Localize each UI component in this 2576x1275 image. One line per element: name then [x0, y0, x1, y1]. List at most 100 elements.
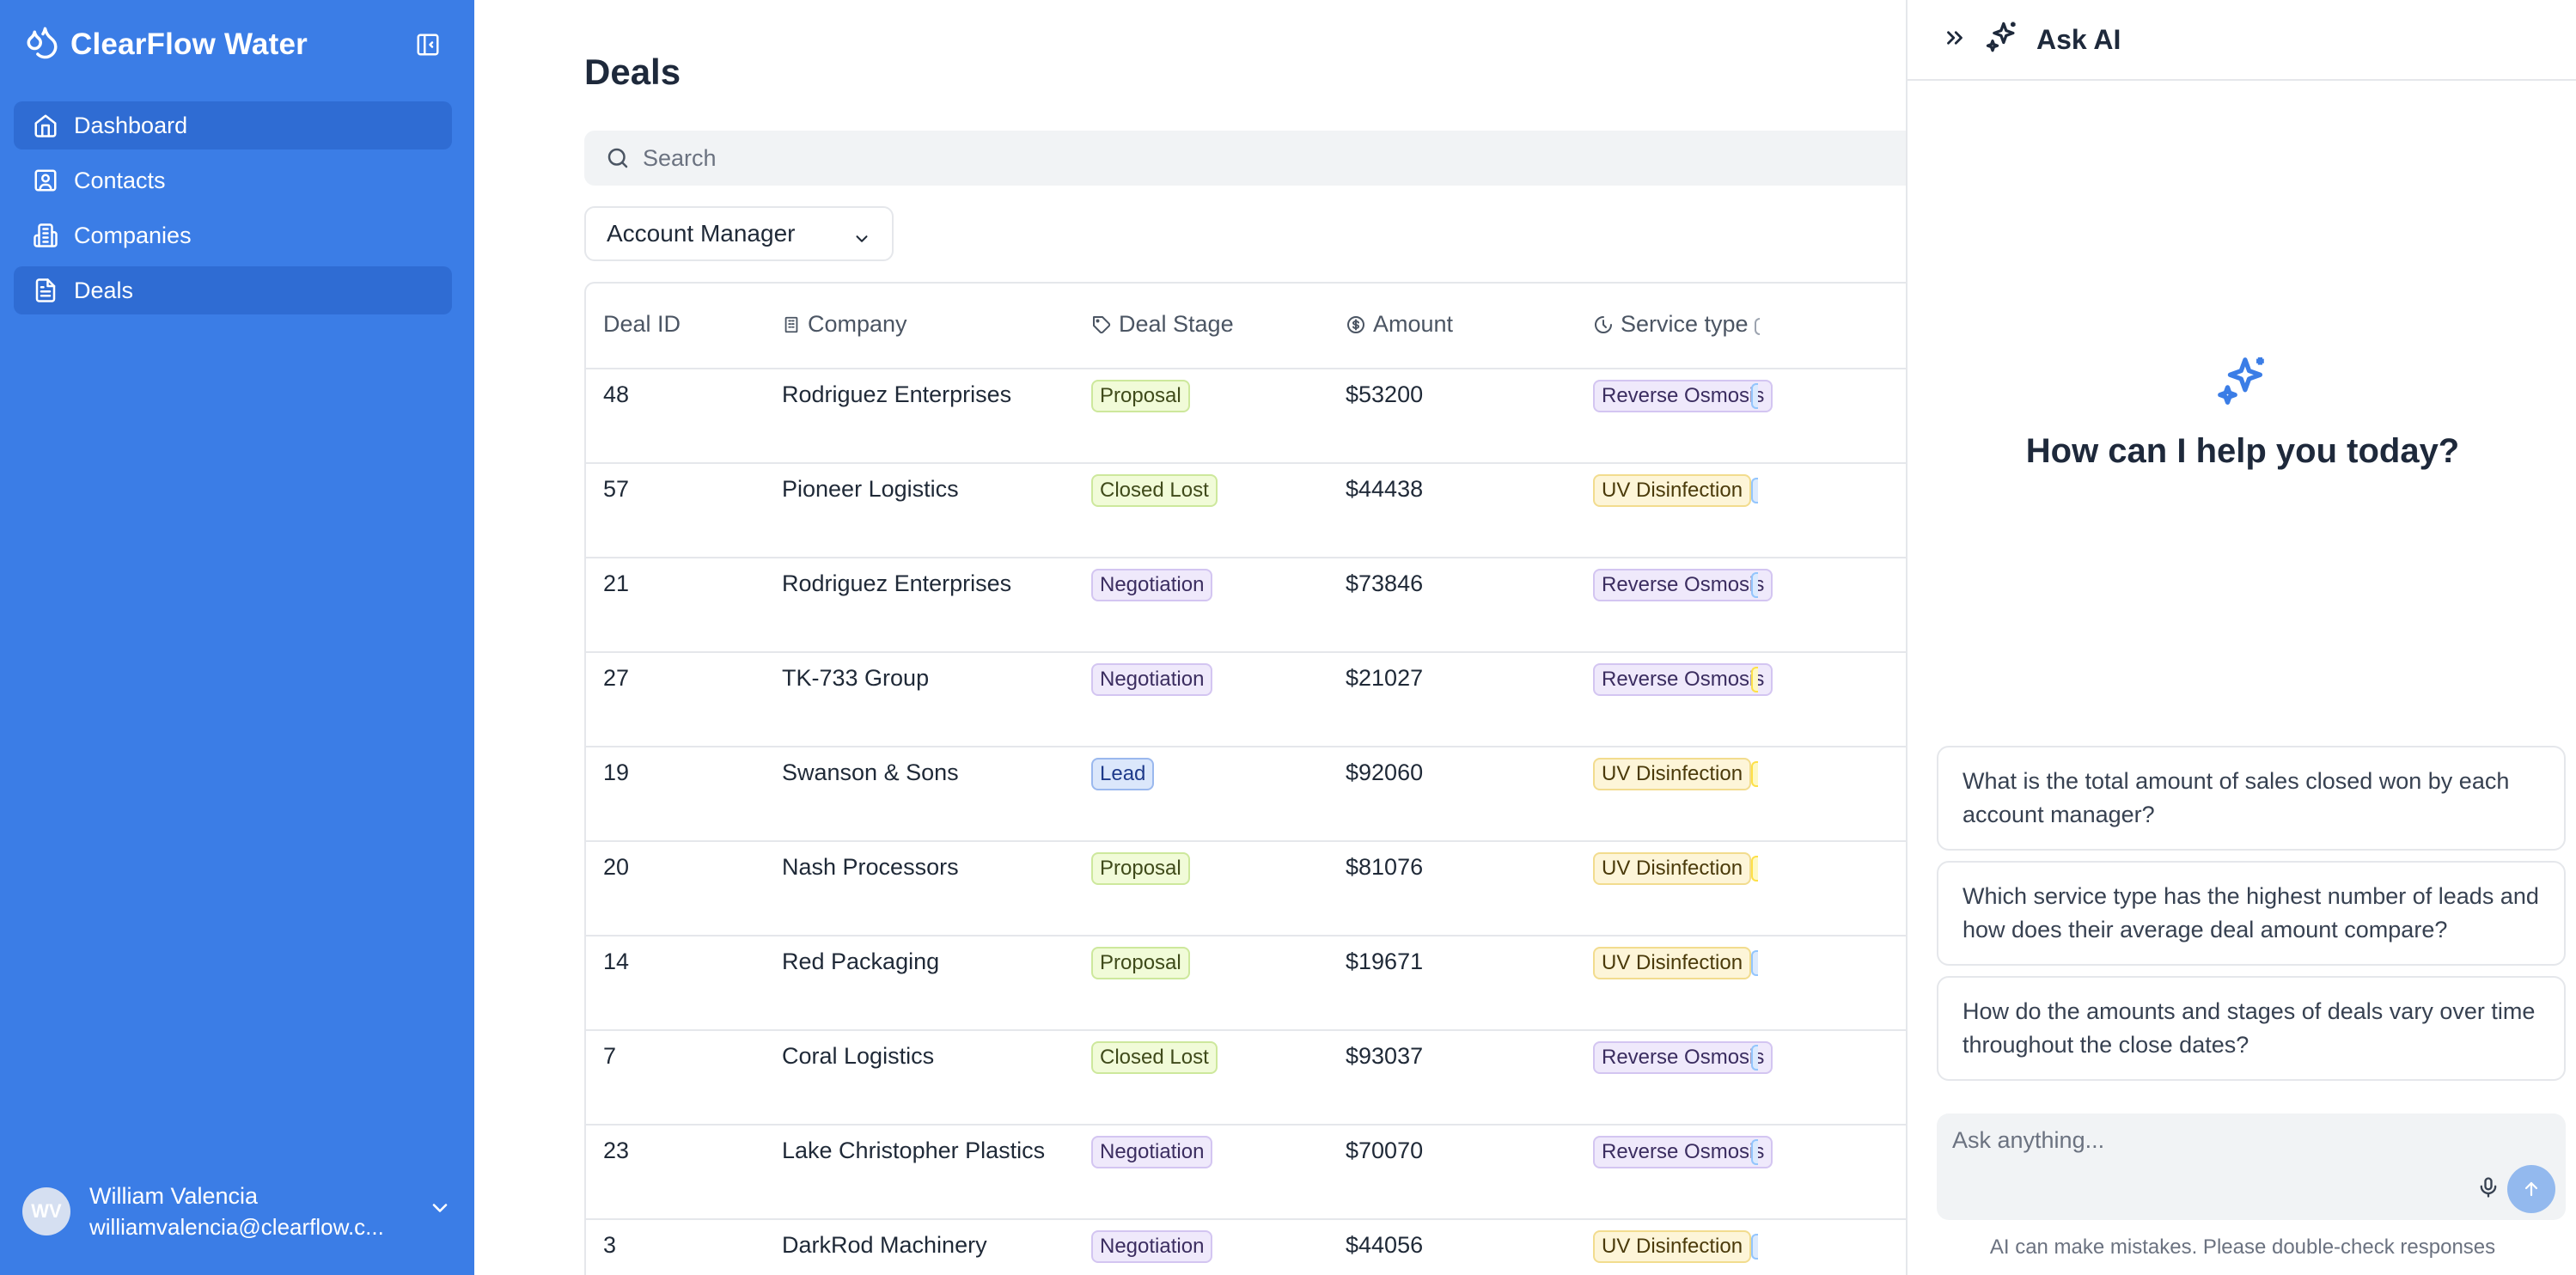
sparkles-icon: [1983, 19, 2021, 61]
table-row[interactable]: 57 Pioneer Logistics Closed Lost $44438 UV D…: [586, 464, 1906, 558]
building-icon: [34, 223, 58, 247]
ai-hero: How can I help you today?: [1908, 352, 2576, 471]
search-placeholder: Search: [643, 144, 717, 171]
chevron-down-icon[interactable]: [428, 1196, 452, 1224]
amount-cell: $93037: [1346, 1043, 1424, 1069]
column-header-company[interactable]: Company: [782, 311, 907, 338]
collapse-panel-icon[interactable]: [1942, 25, 1968, 55]
service-type-badge: Reverse Osmosis: [1593, 1136, 1773, 1168]
truncated-badge: [1751, 761, 1758, 787]
deal-stage-badge: Negotiation: [1091, 663, 1213, 696]
amount-cell: $19671: [1346, 949, 1424, 974]
sidebar-item-deals[interactable]: Deals: [14, 266, 452, 314]
ai-input-box[interactable]: Ask anything...: [1937, 1113, 2566, 1220]
deal-id-cell: 57: [603, 476, 630, 502]
table-row[interactable]: 21 Rodriguez Enterprises Negotiation $73846…: [586, 558, 1906, 653]
table-row[interactable]: 3 DarkRod Machinery Negotiation $44056 UV Di…: [586, 1220, 1906, 1275]
dollar-circle-icon: [1347, 315, 1364, 333]
main-content: Deals Search Account Manager Deal ID Com…: [474, 0, 1906, 1275]
service-type-cell: Reverse Osmosis: [1593, 1041, 1773, 1074]
deals-table: Deal ID Company Deal Stage Amount Servic…: [584, 282, 1906, 1275]
amount-cell: $92060: [1346, 760, 1424, 785]
deal-stage-cell: Lead: [1091, 758, 1155, 790]
column-header-service-type[interactable]: Service type: [1593, 311, 1749, 338]
table-body: 48 Rodriguez Enterprises Proposal $53200 Rev…: [586, 369, 1906, 1275]
ai-input-placeholder: Ask anything...: [1952, 1127, 2105, 1153]
deal-stage-badge: Negotiation: [1091, 569, 1213, 601]
sidebar-item-label: Deals: [74, 277, 134, 303]
amount-cell: $81076: [1346, 854, 1424, 880]
service-type-badge: UV Disinfection: [1593, 758, 1752, 790]
microphone-icon[interactable]: [2476, 1175, 2500, 1204]
deal-id-cell: 21: [603, 570, 630, 596]
table-row[interactable]: 27 TK-733 Group Negotiation $21027 Reverse O…: [586, 653, 1906, 747]
sidebar-item-contacts[interactable]: Contacts: [14, 156, 452, 204]
deal-stage-badge: Closed Lost: [1091, 1041, 1218, 1074]
service-type-cell: Reverse Osmosis: [1593, 569, 1773, 601]
document-icon: [35, 278, 56, 302]
table-row[interactable]: 20 Nash Processors Proposal $81076 UV Disinf…: [586, 842, 1906, 936]
sidebar-item-companies[interactable]: Companies: [14, 211, 452, 259]
deal-id-cell: 3: [603, 1232, 617, 1258]
service-type-cell: UV Disinfection: [1593, 758, 1752, 790]
column-header-amount[interactable]: Amount: [1346, 311, 1453, 338]
column-header-deal-stage[interactable]: Deal Stage: [1091, 311, 1234, 338]
sidebar-toggle-icon[interactable]: [412, 29, 443, 60]
account-manager-filter[interactable]: Account Manager: [584, 206, 894, 261]
user-email: williamvalencia@clearflow.c...: [89, 1214, 384, 1240]
service-type-badge: UV Disinfection: [1593, 947, 1752, 979]
table-row[interactable]: 48 Rodriguez Enterprises Proposal $53200 Rev…: [586, 369, 1906, 464]
column-label: Deal Stage: [1119, 311, 1234, 337]
service-type-badge: Reverse Osmosis: [1593, 380, 1773, 412]
building-icon: [784, 316, 798, 332]
deal-stage-cell: Proposal: [1091, 380, 1190, 412]
service-type-badge: UV Disinfection: [1593, 852, 1752, 885]
company-cell: DarkRod Machinery: [782, 1232, 987, 1258]
column-label: Service type: [1621, 311, 1749, 337]
truncated-badge: [1751, 1234, 1758, 1260]
water-drops-icon: [24, 24, 60, 64]
page-title: Deals: [584, 52, 681, 92]
brand[interactable]: ClearFlow Water: [24, 24, 308, 64]
truncated-badge: [1751, 950, 1758, 976]
arrow-up-icon: [2524, 1181, 2538, 1197]
column-label: Company: [808, 311, 907, 337]
truncated-column-icon: [1755, 318, 1760, 335]
service-type-badge: UV Disinfection: [1593, 1230, 1752, 1263]
table-row[interactable]: 23 Lake Christopher Plastics Negotiation $7…: [586, 1126, 1906, 1220]
company-cell: Nash Processors: [782, 854, 959, 880]
service-type-cell: Reverse Osmosis: [1593, 380, 1773, 412]
company-cell: Swanson & Sons: [782, 760, 959, 785]
home-icon: [34, 114, 57, 137]
avatar: WV: [22, 1187, 70, 1235]
deal-id-cell: 48: [603, 381, 630, 407]
service-type-cell: Reverse Osmosis: [1593, 1136, 1773, 1168]
deal-stage-cell: Proposal: [1091, 852, 1190, 885]
suggestion-button[interactable]: What is the total amount of sales closed…: [1937, 746, 2566, 851]
truncated-badge: [1751, 383, 1758, 409]
suggestion-button[interactable]: How do the amounts and stages of deals v…: [1937, 976, 2566, 1081]
deal-id-cell: 19: [603, 760, 630, 785]
table-row[interactable]: 19 Swanson & Sons Lead $92060 UV Disinfectio…: [586, 747, 1906, 842]
sidebar-item-dashboard[interactable]: Dashboard: [14, 101, 452, 149]
sidebar-item-label: Contacts: [74, 167, 166, 193]
company-cell: Pioneer Logistics: [782, 476, 959, 502]
user-menu[interactable]: WV William Valencia williamvalencia@clea…: [22, 1183, 452, 1240]
ai-disclaimer: AI can make mistakes. Please double-chec…: [1989, 1235, 2496, 1259]
sidebar-item-label: Dashboard: [74, 112, 188, 138]
suggestion-button[interactable]: Which service type has the highest numbe…: [1937, 861, 2566, 966]
table-row[interactable]: 14 Red Packaging Proposal $19671 UV Disinfec…: [586, 936, 1906, 1031]
amount-cell: $44438: [1346, 476, 1424, 502]
send-button[interactable]: [2507, 1165, 2555, 1213]
contact-card-icon: [34, 169, 57, 192]
column-header-deal-id[interactable]: Deal ID: [603, 311, 681, 338]
deal-id-cell: 20: [603, 854, 630, 880]
deal-id-cell: 7: [603, 1043, 617, 1069]
amount-cell: $44056: [1346, 1232, 1424, 1258]
brand-name: ClearFlow Water: [70, 27, 308, 61]
company-cell: Red Packaging: [782, 949, 940, 974]
table-row[interactable]: 7 Coral Logistics Closed Lost $93037 Reverse…: [586, 1031, 1906, 1126]
filter-label: Account Manager: [607, 220, 796, 247]
truncated-badge: [1751, 572, 1758, 598]
search-input[interactable]: Search: [584, 131, 1906, 186]
